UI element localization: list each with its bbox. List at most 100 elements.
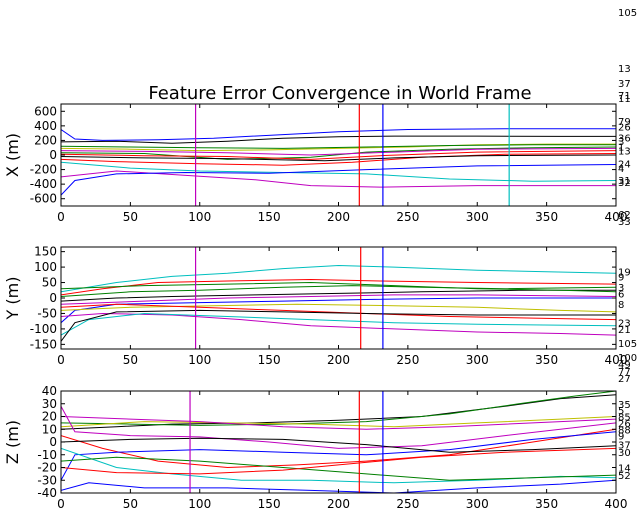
series-line-1 (61, 264, 616, 293)
x-tick-label: 0 (57, 497, 65, 511)
y-tick-label: -20 (37, 461, 57, 475)
y-tick-label: -600 (30, 192, 57, 206)
feature-id-label: 79 (618, 117, 631, 128)
feature-id-label: 31 (618, 176, 631, 187)
series-line-7 (61, 170, 616, 188)
x-tick-label: 200 (327, 353, 350, 367)
y-tick-label: 0 (49, 291, 57, 305)
x-tick-label: 100 (188, 497, 211, 511)
feature-id-label: 4 (618, 164, 624, 175)
y-tick-label: -30 (37, 473, 57, 487)
x-tick-label: 0 (57, 353, 65, 367)
feature-id-label: 52 (618, 471, 631, 482)
x-tick-label: 250 (396, 353, 419, 367)
series-line-4 (61, 289, 616, 302)
x-tick-label: 250 (396, 497, 419, 511)
x-tick-label: 350 (535, 353, 558, 367)
x-tick-label: 200 (327, 210, 350, 224)
y-tick-label: 600 (34, 104, 57, 118)
y-tick-label: -200 (30, 163, 57, 177)
panel-2: 0 50 100 150 200 250 300 350 400-150-100-5005010… (3, 245, 637, 367)
y-axis-label: X (m) (3, 133, 22, 177)
series-line-11 (61, 281, 616, 293)
series-line-5 (61, 297, 616, 324)
series-line-5 (61, 153, 616, 166)
panel-2-series-group (61, 247, 616, 349)
y-tick-label: -10 (37, 448, 57, 462)
y-tick-label: 20 (42, 410, 57, 424)
y-tick-label: 10 (42, 422, 57, 436)
y-tick-label: -50 (37, 306, 57, 320)
series-line-10 (61, 309, 616, 342)
series-line-3 (61, 285, 616, 297)
series-line-3 (61, 143, 616, 152)
feature-id-label: 19 (618, 268, 631, 279)
x-tick-label: 400 (605, 497, 628, 511)
feature-id-label-edge: 33 (618, 217, 631, 228)
series-line-4 (61, 406, 616, 449)
y-axis-label: Y (m) (3, 277, 22, 321)
x-tick-label: 0 (57, 210, 65, 224)
series-line-2 (61, 278, 616, 296)
series-line-5 (61, 428, 616, 469)
x-tick-label: 300 (466, 353, 489, 367)
x-tick-label: 350 (535, 210, 558, 224)
y-tick-label: 200 (34, 133, 57, 147)
y-axis-label: Z (m) (3, 420, 22, 464)
feature-id-label: 85 (618, 413, 631, 424)
series-line-11 (61, 144, 616, 149)
feature-id-label: 26 (618, 419, 631, 430)
x-tick-label: 350 (535, 497, 558, 511)
feature-id-label: 9 (618, 432, 624, 443)
series-line-9 (61, 437, 616, 453)
series-line-6 (61, 303, 616, 313)
y-tick-label: -40 (37, 486, 57, 500)
feature-id-label: 14 (618, 464, 631, 475)
feature-id-label-top: 105 (618, 8, 637, 19)
x-tick-label: 100 (188, 210, 211, 224)
feature-id-label-edge: 49 (618, 360, 631, 371)
series-line-6 (61, 161, 616, 182)
series-line-11 (61, 479, 616, 493)
y-tick-label: 100 (34, 260, 57, 274)
x-tick-label: 250 (396, 210, 419, 224)
feature-id-label-edge: 27 (618, 374, 631, 385)
series-line-8 (61, 456, 616, 481)
y-tick-label: 400 (34, 119, 57, 133)
x-tick-label: 150 (258, 353, 281, 367)
series-line-9 (61, 150, 616, 160)
feature-id-label: 24 (618, 160, 631, 171)
feature-id-label-top: 11 (618, 94, 631, 105)
series-line-7 (61, 312, 616, 336)
y-tick-label: 40 (42, 384, 57, 398)
series-line-8 (61, 164, 616, 196)
series-line-4 (61, 146, 616, 160)
panel-1: 0 50 100 150 200 250 300 350 400-600-400-2000200… (3, 103, 631, 224)
series-line-10 (61, 154, 616, 162)
y-tick-label: -100 (30, 322, 57, 336)
x-tick-label: 150 (258, 210, 281, 224)
series-line-9 (61, 303, 616, 321)
panel-3-series-group (61, 391, 616, 493)
chart-title: Feature Error Convergence in World Frame (148, 83, 531, 104)
feature-id-label: 13 (618, 147, 631, 158)
feature-id-label: 36 (618, 134, 631, 145)
feature-id-label: 6 (618, 289, 624, 300)
series-line-12 (61, 416, 616, 430)
feature-id-label-top: 71 (618, 91, 631, 102)
y-tick-label: 150 (34, 245, 57, 259)
feature-id-label: 5 (618, 406, 624, 417)
x-tick-label: 50 (123, 497, 138, 511)
x-tick-label: 50 (123, 210, 138, 224)
series-line-1 (61, 135, 616, 144)
series-line-8 (61, 312, 616, 336)
series-line-10 (61, 447, 616, 475)
series-line-12 (61, 147, 616, 156)
feature-id-label-edge: 77 (618, 367, 631, 378)
feature-id-label: 30 (618, 448, 631, 459)
x-tick-label: 300 (466, 497, 489, 511)
feature-id-label: 26 (618, 123, 631, 134)
feature-id-label: 8 (618, 300, 624, 311)
x-tick-label: 50 (123, 353, 138, 367)
series-line-3 (61, 416, 616, 428)
